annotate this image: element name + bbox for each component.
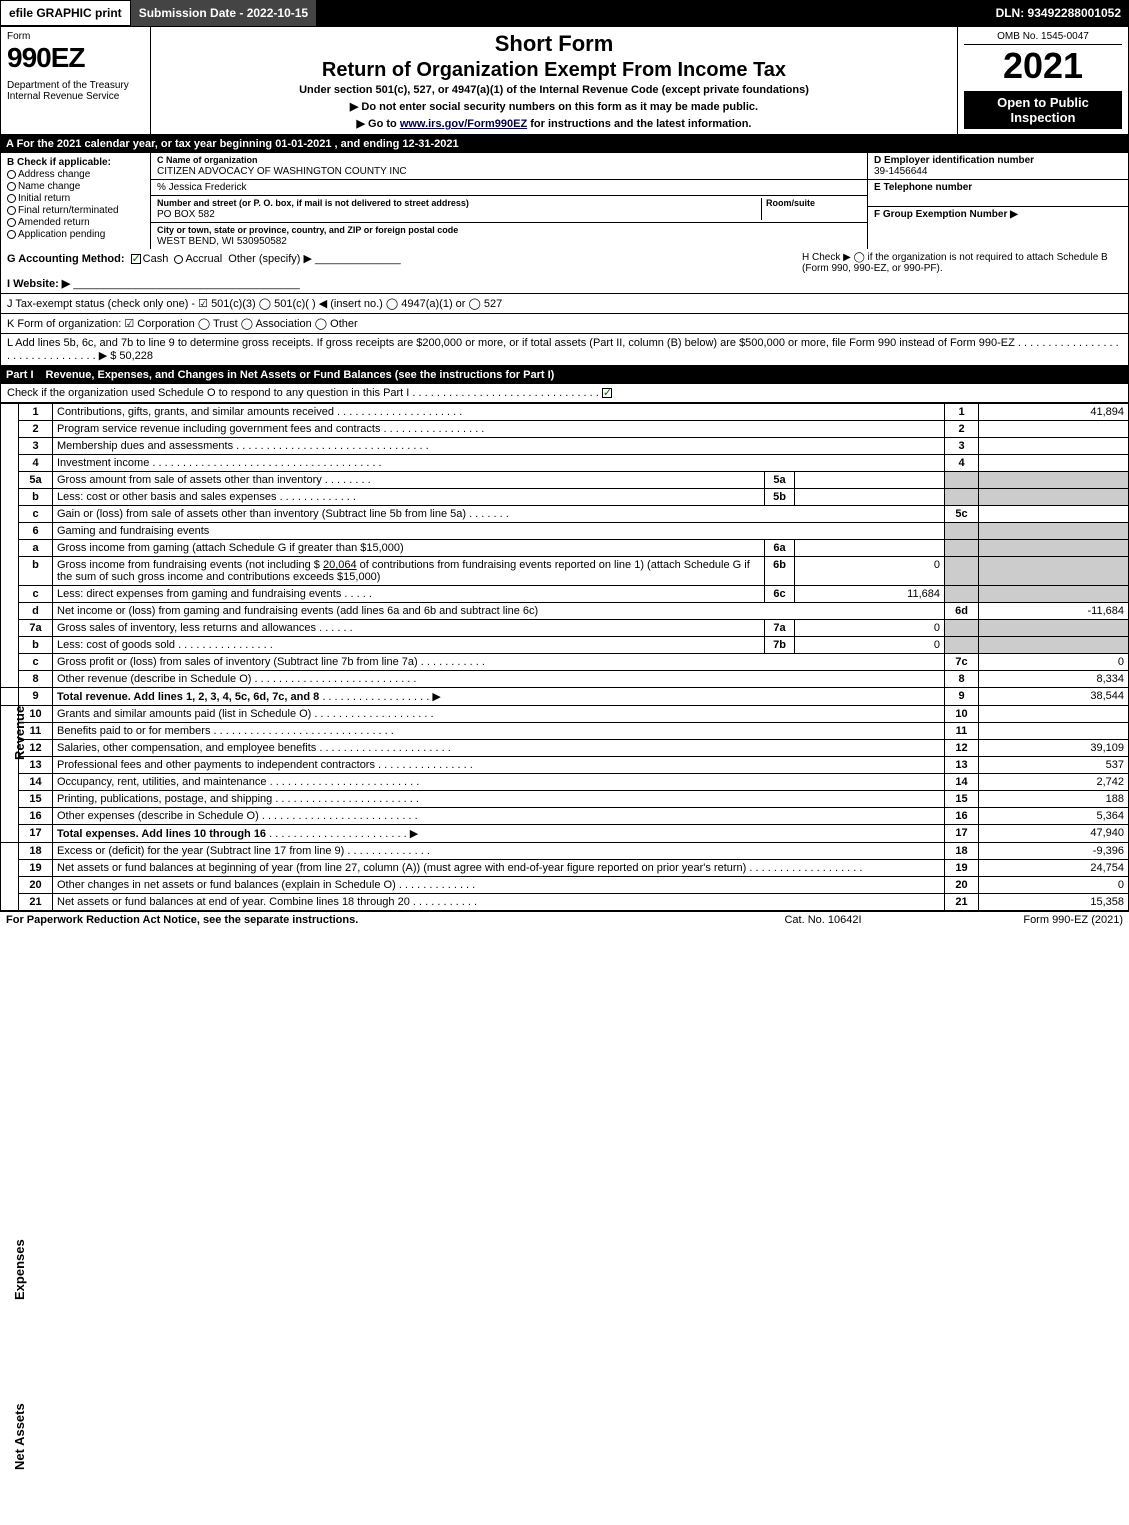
part-1-title: Revenue, Expenses, and Changes in Net As… bbox=[46, 369, 1123, 381]
line-6d: dNet income or (loss) from gaming and fu… bbox=[1, 603, 1129, 620]
line-5c: cGain or (loss) from sale of assets othe… bbox=[1, 506, 1129, 523]
checkbox-cash[interactable] bbox=[131, 254, 141, 264]
care-of: % Jessica Frederick bbox=[157, 182, 246, 193]
website-label: I Website: ▶ bbox=[7, 278, 70, 290]
row-j: J Tax-exempt status (check only one) - ☑… bbox=[0, 294, 1129, 314]
column-b: B Check if applicable: Address change Na… bbox=[1, 153, 151, 249]
part-1-label: Part I bbox=[6, 369, 46, 381]
line-6: 6Gaming and fundraising events bbox=[1, 523, 1129, 540]
row-k: K Form of organization: ☑ Corporation ◯ … bbox=[0, 314, 1129, 334]
form-version: Form 990-EZ (2021) bbox=[923, 914, 1123, 926]
street-address: PO BOX 582 bbox=[157, 209, 215, 220]
telephone-label: E Telephone number bbox=[874, 182, 972, 193]
open-to-public: Open to Public Inspection bbox=[964, 91, 1122, 129]
line-14: 14Occupancy, rent, utilities, and mainte… bbox=[1, 774, 1129, 791]
line-6a: aGross income from gaming (attach Schedu… bbox=[1, 540, 1129, 557]
efile-print-button[interactable]: efile GRAPHIC print bbox=[0, 0, 131, 26]
form-title: Return of Organization Exempt From Incom… bbox=[159, 59, 949, 82]
line-9: 9Total revenue. Add lines 1, 2, 3, 4, 5c… bbox=[1, 688, 1129, 706]
column-c: C Name of organizationCITIZEN ADVOCACY O… bbox=[151, 153, 868, 249]
line-19: 19Net assets or fund balances at beginni… bbox=[1, 860, 1129, 877]
line-10: 10Grants and similar amounts paid (list … bbox=[1, 706, 1129, 723]
revenue-side-label: Revenue bbox=[12, 706, 27, 760]
line-13: 13Professional fees and other payments t… bbox=[1, 757, 1129, 774]
line-8: 8Other revenue (describe in Schedule O) … bbox=[1, 671, 1129, 688]
catalog-number: Cat. No. 10642I bbox=[723, 914, 923, 926]
part-1-check: Check if the organization used Schedule … bbox=[0, 384, 1129, 403]
line-12: 12Salaries, other compensation, and empl… bbox=[1, 740, 1129, 757]
department-label: Department of the Treasury Internal Reve… bbox=[7, 80, 144, 102]
expenses-side-label: Expenses bbox=[12, 1239, 27, 1300]
irs-link[interactable]: www.irs.gov/Form990EZ bbox=[400, 118, 527, 130]
checkbox-accrual[interactable] bbox=[174, 255, 183, 264]
line-3: 3Membership dues and assessments . . . .… bbox=[1, 438, 1129, 455]
part-1-header: Part I Revenue, Expenses, and Changes in… bbox=[0, 366, 1129, 384]
line-11: 11Benefits paid to or for members . . . … bbox=[1, 723, 1129, 740]
dln: DLN: 93492288001052 bbox=[988, 0, 1129, 26]
checkbox-name[interactable] bbox=[7, 182, 16, 191]
paperwork-notice: For Paperwork Reduction Act Notice, see … bbox=[6, 914, 723, 926]
line-5b: bLess: cost or other basis and sales exp… bbox=[1, 489, 1129, 506]
line-2: 2Program service revenue including gover… bbox=[1, 421, 1129, 438]
col-b-label: B Check if applicable: bbox=[7, 157, 144, 168]
line-15: 15Printing, publications, postage, and s… bbox=[1, 791, 1129, 808]
row-l: L Add lines 5b, 6c, and 7b to line 9 to … bbox=[0, 334, 1129, 366]
column-d: D Employer identification number39-14566… bbox=[868, 153, 1128, 249]
line-18: 18Excess or (deficit) for the year (Subt… bbox=[1, 843, 1129, 860]
ein: 39-1456644 bbox=[874, 166, 927, 177]
row-a: A For the 2021 calendar year, or tax yea… bbox=[0, 135, 1129, 153]
group-exemption-label: F Group Exemption Number ▶ bbox=[874, 209, 1018, 220]
checkbox-initial[interactable] bbox=[7, 194, 16, 203]
omb-number: OMB No. 1545-0047 bbox=[964, 31, 1122, 45]
line-4: 4Investment income . . . . . . . . . . .… bbox=[1, 455, 1129, 472]
line-7b: bLess: cost of goods sold . . . . . . . … bbox=[1, 637, 1129, 654]
checkbox-pending[interactable] bbox=[7, 230, 16, 239]
instructions-note: ▶ Go to www.irs.gov/Form990EZ for instru… bbox=[159, 117, 949, 130]
room-label: Room/suite bbox=[766, 198, 815, 208]
line-6c: cLess: direct expenses from gaming and f… bbox=[1, 586, 1129, 603]
checkbox-amended[interactable] bbox=[7, 218, 16, 227]
addr-label: Number and street (or P. O. box, if mail… bbox=[157, 198, 469, 208]
section-bcd: B Check if applicable: Address change Na… bbox=[0, 153, 1129, 249]
short-form-label: Short Form bbox=[159, 31, 949, 57]
form-header: Form 990EZ Department of the Treasury In… bbox=[0, 26, 1129, 135]
org-name-label: C Name of organization bbox=[157, 155, 258, 165]
ssn-warning: ▶ Do not enter social security numbers o… bbox=[159, 100, 949, 113]
checkbox-address[interactable] bbox=[7, 170, 16, 179]
top-bar: efile GRAPHIC print Submission Date - 20… bbox=[0, 0, 1129, 26]
line-5a: 5aGross amount from sale of assets other… bbox=[1, 472, 1129, 489]
row-h: H Check ▶ ◯ if the organization is not r… bbox=[802, 252, 1122, 290]
page-footer: For Paperwork Reduction Act Notice, see … bbox=[0, 911, 1129, 928]
netassets-side-label: Net Assets bbox=[12, 1403, 27, 1470]
line-1: 1Contributions, gifts, grants, and simil… bbox=[1, 404, 1129, 421]
checkbox-final[interactable] bbox=[7, 206, 16, 215]
line-17: 17Total expenses. Add lines 10 through 1… bbox=[1, 825, 1129, 843]
submission-date: Submission Date - 2022-10-15 bbox=[131, 0, 316, 26]
line-16: 16Other expenses (describe in Schedule O… bbox=[1, 808, 1129, 825]
accounting-method-label: G Accounting Method: bbox=[7, 253, 125, 265]
gross-receipts: ▶ $ 50,228 bbox=[99, 350, 153, 362]
tax-year: 2021 bbox=[964, 45, 1122, 87]
part-1-table: 1Contributions, gifts, grants, and simil… bbox=[0, 403, 1129, 911]
form-label: Form bbox=[7, 31, 144, 42]
row-g-h: G Accounting Method: Cash Accrual Other … bbox=[0, 249, 1129, 294]
form-subtitle: Under section 501(c), 527, or 4947(a)(1)… bbox=[159, 84, 949, 96]
line-6b: bGross income from fundraising events (n… bbox=[1, 557, 1129, 586]
form-number: 990EZ bbox=[7, 42, 144, 74]
line-7a: 7aGross sales of inventory, less returns… bbox=[1, 620, 1129, 637]
ein-label: D Employer identification number bbox=[874, 155, 1034, 166]
city-state-zip: WEST BEND, WI 530950582 bbox=[157, 236, 287, 247]
line-7c: cGross profit or (loss) from sales of in… bbox=[1, 654, 1129, 671]
city-label: City or town, state or province, country… bbox=[157, 225, 458, 235]
line-21: 21Net assets or fund balances at end of … bbox=[1, 894, 1129, 911]
org-name: CITIZEN ADVOCACY OF WASHINGTON COUNTY IN… bbox=[157, 166, 407, 177]
schedule-o-checkbox[interactable] bbox=[602, 388, 612, 398]
line-20: 20Other changes in net assets or fund ba… bbox=[1, 877, 1129, 894]
